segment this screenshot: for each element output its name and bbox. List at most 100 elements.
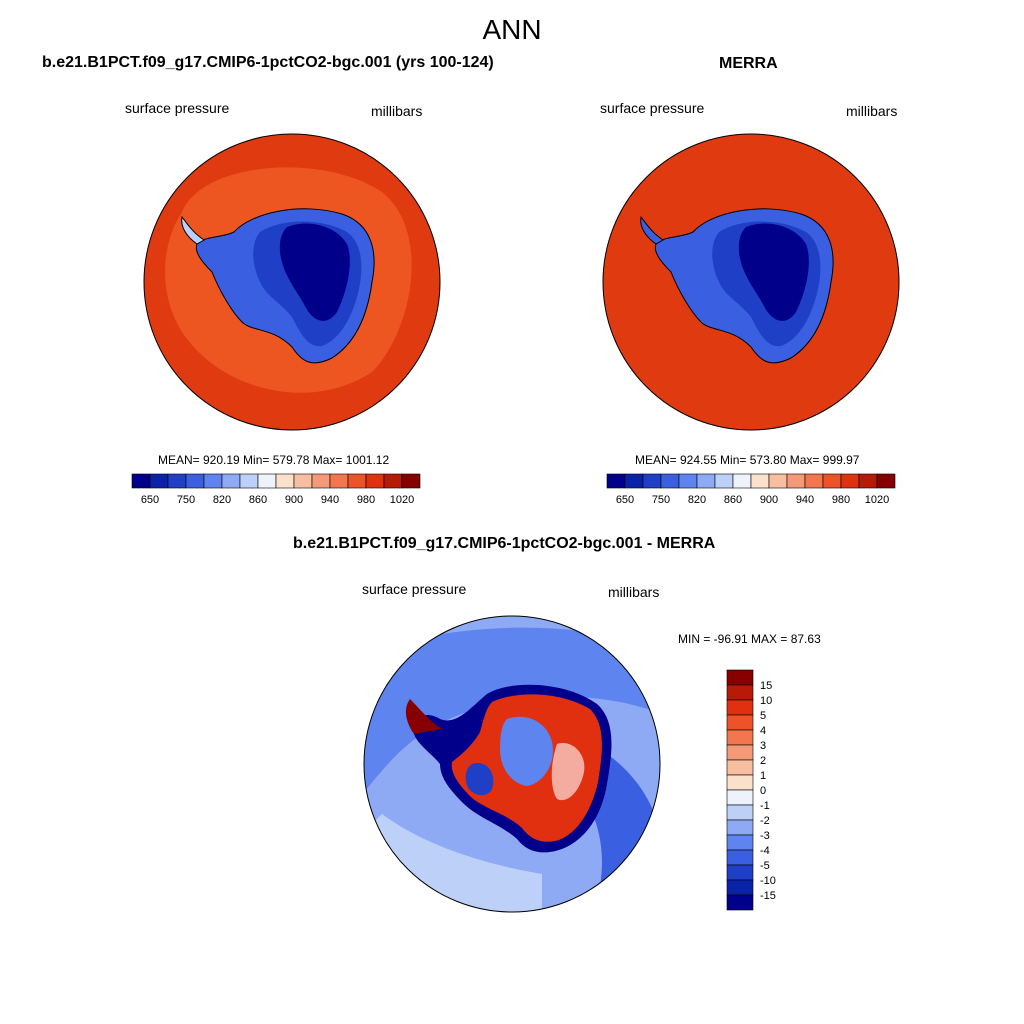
right-variable-label: surface pressure xyxy=(600,100,705,116)
colorbar-tick-label: -2 xyxy=(760,815,770,827)
colorbar-tick-label: -5 xyxy=(760,860,770,872)
left-panel-title: b.e21.B1PCT.f09_g17.CMIP6-1pctCO2-bgc.00… xyxy=(42,54,494,71)
diff-stats: MIN = -96.91 MAX = 87.63 xyxy=(678,632,821,646)
peninsula xyxy=(181,215,205,245)
colorbar-swatch xyxy=(293,473,313,489)
colorbar-swatch xyxy=(726,699,754,716)
antarctica-core xyxy=(279,223,350,321)
ocean-band-1 xyxy=(364,627,660,794)
colorbar-swatch xyxy=(660,473,680,489)
colorbar-swatch xyxy=(822,473,842,489)
colorbar-swatch xyxy=(185,473,205,489)
colorbar-swatch xyxy=(726,804,754,821)
antarctica-mix-3 xyxy=(465,763,494,796)
colorbar-swatch xyxy=(726,684,754,701)
colorbar-swatch xyxy=(726,729,754,746)
colorbar-swatch xyxy=(383,473,403,489)
colorbar-swatch xyxy=(678,473,698,489)
peninsula xyxy=(405,699,442,734)
colorbar-tick-label: 2 xyxy=(760,755,766,767)
colorbar-swatch xyxy=(858,473,878,489)
diff-panel-title: b.e21.B1PCT.f09_g17.CMIP6-1pctCO2-bgc.00… xyxy=(293,535,716,552)
colorbar-tick-label: 860 xyxy=(249,494,267,506)
colorbar-tick-label: -3 xyxy=(760,830,770,842)
colorbar-tick-label: 940 xyxy=(796,494,814,506)
colorbar-tick-label: 750 xyxy=(177,494,195,506)
colorbar-swatch xyxy=(750,473,770,489)
colorbar-swatch xyxy=(726,774,754,791)
colorbar-swatch xyxy=(726,669,754,686)
colorbar-tick-label: -15 xyxy=(760,890,776,902)
colorbar-swatch xyxy=(840,473,860,489)
colorbar-tick-label: -4 xyxy=(760,845,770,857)
colorbar-swatch xyxy=(732,473,752,489)
figure-title: ANN xyxy=(482,14,542,45)
colorbar-swatch xyxy=(311,473,331,489)
colorbar-swatch xyxy=(726,714,754,731)
colorbar-tick-label: 15 xyxy=(760,680,772,692)
colorbar-swatch xyxy=(726,819,754,836)
colorbar-swatch xyxy=(329,473,349,489)
colorbar-tick-label: 980 xyxy=(832,494,850,506)
colorbar-swatch xyxy=(257,473,277,489)
colorbar-swatch xyxy=(726,834,754,851)
diff-variable-label: surface pressure xyxy=(362,581,467,597)
antarctica-mix-2 xyxy=(551,743,585,801)
colorbar-swatch xyxy=(714,473,734,489)
colorbar-tick-label: 750 xyxy=(652,494,670,506)
colorbar-swatch xyxy=(768,473,788,489)
antarctica-mix-1 xyxy=(500,716,553,786)
colorbar-swatch xyxy=(876,473,896,489)
colorbar-tick-label: 4 xyxy=(760,725,766,737)
colorbar-swatch xyxy=(131,473,151,489)
colorbar-swatch xyxy=(726,894,754,911)
colorbar-swatch xyxy=(726,849,754,866)
left-polar-map xyxy=(143,133,441,431)
left-units-label: millibars xyxy=(371,103,423,119)
colorbar-swatch xyxy=(167,473,187,489)
left-stats: MEAN= 920.19 Min= 579.78 Max= 1001.12 xyxy=(158,453,390,467)
left-variable-label: surface pressure xyxy=(125,100,230,116)
diff-units-label: millibars xyxy=(608,584,660,600)
colorbar-swatch xyxy=(606,473,626,489)
colorbar-swatch xyxy=(804,473,824,489)
colorbar-swatch xyxy=(726,864,754,881)
colorbar-tick-label: 10 xyxy=(760,695,772,707)
diff-polar-map xyxy=(363,615,661,913)
colorbar-swatch xyxy=(239,473,259,489)
colorbar-swatch xyxy=(221,473,241,489)
colorbar-tick-label: 980 xyxy=(357,494,375,506)
colorbar-tick-label: 900 xyxy=(285,494,303,506)
colorbar-swatch xyxy=(401,473,421,489)
colorbar-tick-label: 820 xyxy=(688,494,706,506)
colorbar-swatch xyxy=(365,473,385,489)
colorbar-tick-label: 650 xyxy=(141,494,159,506)
colorbar-swatch xyxy=(203,473,223,489)
colorbar-swatch xyxy=(624,473,644,489)
colorbar-tick-label: 650 xyxy=(616,494,634,506)
right-units-label: millibars xyxy=(846,103,898,119)
colorbar-swatch xyxy=(726,879,754,896)
antarctica-core xyxy=(738,223,809,321)
colorbar-swatch xyxy=(726,744,754,761)
right-stats: MEAN= 924.55 Min= 573.80 Max= 999.97 xyxy=(635,453,860,467)
colorbar-tick-label: 860 xyxy=(724,494,742,506)
right-colorbar: 650 750 820 860 900 940 980 1020 xyxy=(606,473,896,506)
colorbar-tick-label: 3 xyxy=(760,740,766,752)
right-polar-map xyxy=(602,133,900,431)
colorbar-tick-label: -1 xyxy=(760,800,770,812)
peninsula xyxy=(640,215,664,245)
colorbar-tick-label: 940 xyxy=(321,494,339,506)
colorbar-swatch xyxy=(347,473,367,489)
colorbar-tick-label: 1020 xyxy=(390,494,414,506)
colorbar-tick-label: 0 xyxy=(760,785,766,797)
colorbar-swatch xyxy=(642,473,662,489)
colorbar-swatch xyxy=(696,473,716,489)
colorbar-swatch xyxy=(786,473,806,489)
colorbar-swatch xyxy=(275,473,295,489)
colorbar-tick-label: 5 xyxy=(760,710,766,722)
colorbar-tick-label: 820 xyxy=(213,494,231,506)
colorbar-tick-label: -10 xyxy=(760,875,776,887)
colorbar-swatch xyxy=(726,759,754,776)
